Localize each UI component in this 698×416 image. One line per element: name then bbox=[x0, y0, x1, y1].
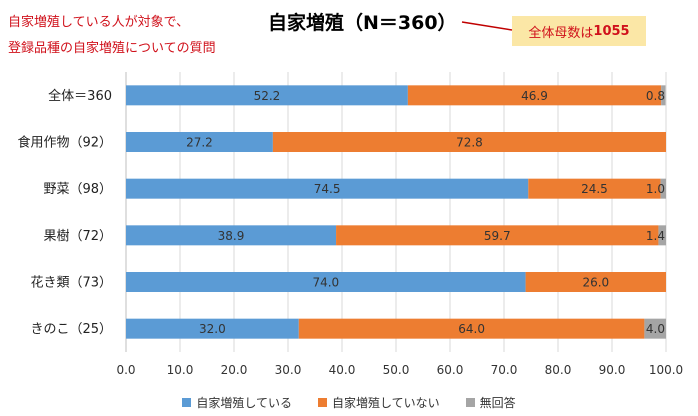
chart-title: 自家増殖（N＝360） bbox=[268, 12, 457, 34]
data-label: 74.0 bbox=[312, 276, 339, 290]
bar-segment bbox=[660, 178, 666, 199]
bar-segment bbox=[407, 85, 662, 106]
bar-segment bbox=[126, 225, 337, 246]
category-label: 食用作物（92） bbox=[17, 135, 112, 151]
x-tick-label: 20.0 bbox=[221, 363, 248, 377]
legend-label-self: 自家増殖している bbox=[196, 396, 292, 410]
category-label: きのこ（25） bbox=[30, 322, 112, 337]
x-tick-label: 90.0 bbox=[599, 363, 626, 377]
data-label: 72.8 bbox=[456, 136, 483, 150]
data-label: 59.7 bbox=[484, 229, 511, 243]
data-label: 24.5 bbox=[581, 182, 608, 196]
x-tick-label: 100.0 bbox=[649, 363, 683, 377]
bar-segment bbox=[272, 132, 666, 152]
data-label: 52.2 bbox=[254, 89, 281, 103]
data-label: 0.8 bbox=[646, 89, 665, 103]
legend-item-self: 自家増殖している bbox=[182, 394, 292, 411]
category-label: 花き類（73） bbox=[30, 275, 112, 291]
x-tick-label: 50.0 bbox=[383, 363, 410, 377]
x-tick-label: 30.0 bbox=[275, 363, 302, 377]
data-label: 1.4 bbox=[646, 229, 665, 243]
bar-segment bbox=[658, 225, 666, 246]
data-label: 27.2 bbox=[186, 136, 213, 150]
chart-legend: 自家増殖している 自家増殖していない 無回答 bbox=[0, 394, 698, 411]
bar-segment bbox=[126, 85, 408, 106]
annotation-line-1: 自家増殖している人が対象で、 bbox=[8, 15, 190, 30]
annotation-line-2: 登録品種の自家増殖についての質問 bbox=[8, 41, 216, 56]
x-tick-label: 40.0 bbox=[329, 363, 356, 377]
callout-pointer-line bbox=[461, 21, 513, 31]
legend-item-no-answer: 無回答 bbox=[465, 394, 516, 411]
data-label: 38.9 bbox=[218, 229, 245, 243]
callout-number: 1055 bbox=[593, 23, 630, 39]
bar-segment bbox=[126, 318, 299, 339]
bar-segment bbox=[126, 272, 526, 292]
total-callout: 全体母数は 1055 bbox=[512, 16, 646, 46]
category-label: 全体＝360 bbox=[48, 88, 112, 104]
legend-label-no-answer: 無回答 bbox=[479, 396, 516, 410]
x-tick-label: 60.0 bbox=[437, 363, 464, 377]
x-tick-label: 70.0 bbox=[491, 363, 518, 377]
x-tick-label: 80.0 bbox=[545, 363, 572, 377]
data-label: 74.5 bbox=[314, 182, 341, 196]
callout-text: 全体母数は bbox=[528, 25, 594, 41]
data-label: 1.0 bbox=[646, 182, 665, 196]
x-tick-label: 0.0 bbox=[116, 363, 135, 377]
category-label: 野菜（98） bbox=[43, 182, 112, 197]
bar-segment bbox=[528, 178, 661, 199]
bar-segment bbox=[126, 178, 529, 199]
bar-segment bbox=[661, 85, 666, 106]
data-label: 4.0 bbox=[646, 322, 665, 336]
data-label: 32.0 bbox=[199, 322, 226, 336]
category-label: 果樹（72） bbox=[43, 229, 112, 244]
legend-item-not-self: 自家増殖していない bbox=[317, 394, 440, 411]
bar-segment bbox=[525, 272, 666, 292]
bar-segment bbox=[336, 225, 659, 246]
bar-segment bbox=[298, 318, 645, 339]
legend-swatch-no-answer bbox=[465, 398, 475, 407]
bar-segment bbox=[126, 132, 273, 152]
legend-swatch-not-self bbox=[317, 398, 327, 407]
data-label: 46.9 bbox=[521, 89, 548, 103]
data-label: 64.0 bbox=[458, 322, 485, 336]
x-tick-label: 10.0 bbox=[167, 363, 194, 377]
bar-segment bbox=[644, 318, 666, 339]
data-label: 26.0 bbox=[582, 276, 609, 290]
legend-label-not-self: 自家増殖していない bbox=[331, 396, 440, 410]
legend-swatch-self bbox=[182, 398, 192, 407]
